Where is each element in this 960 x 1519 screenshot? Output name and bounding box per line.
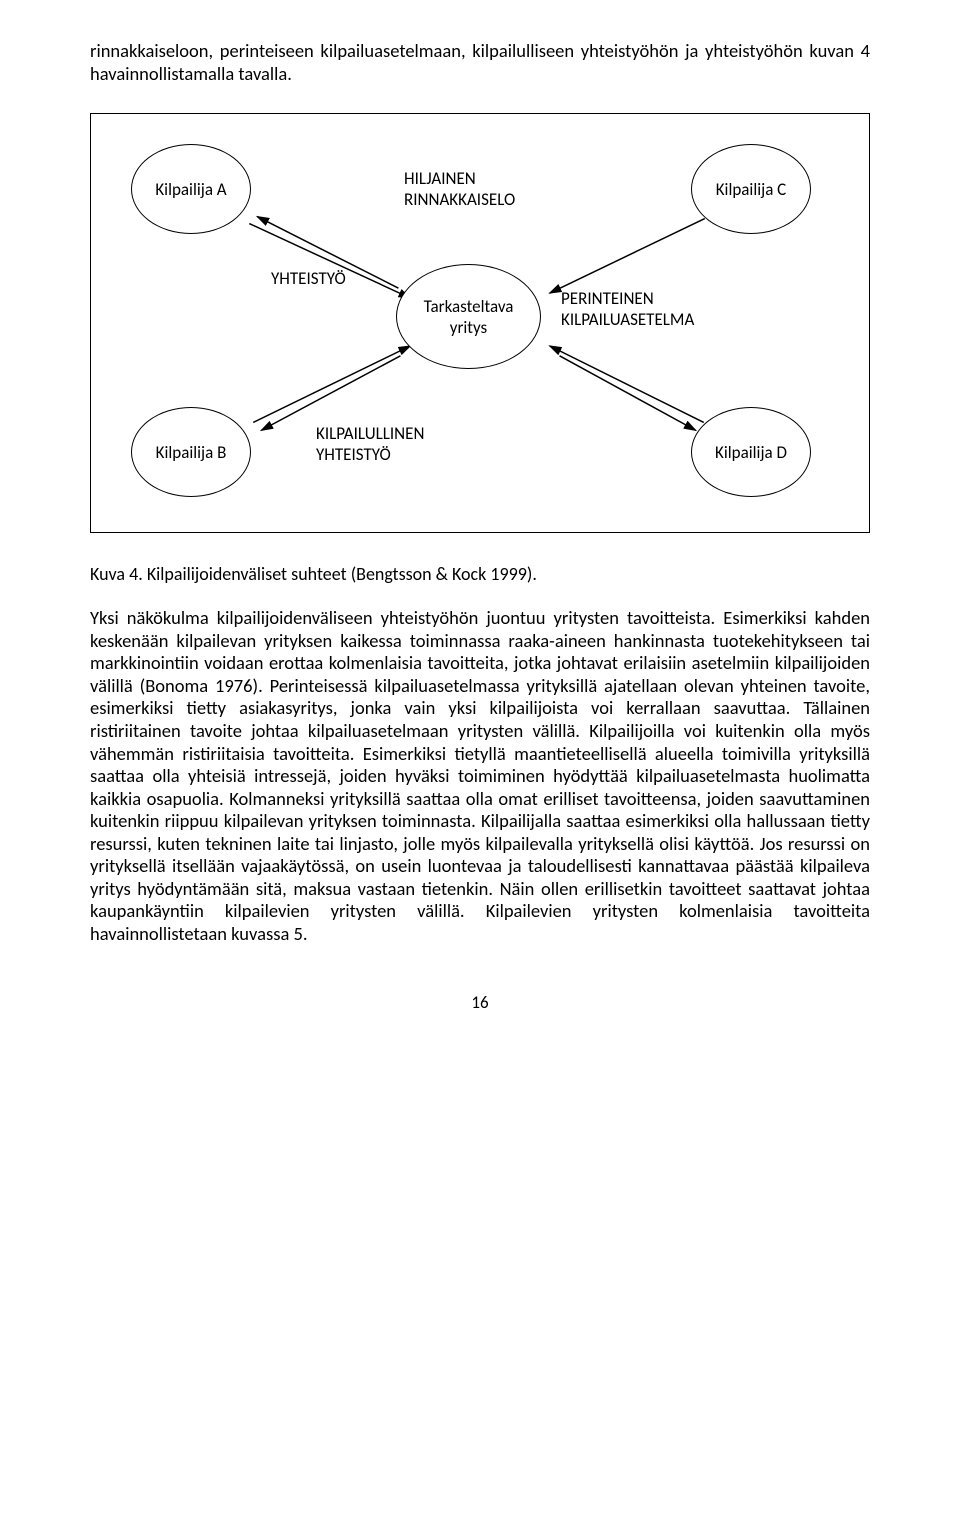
- node-kilpailija-c: Kilpailija C: [691, 144, 811, 234]
- node-a-label: Kilpailija A: [155, 179, 226, 200]
- label-right: PERINTEINEN KILPAILUASETELMA: [561, 289, 694, 330]
- page-container: rinnakkaiseloon, perinteiseen kilpailuas…: [0, 0, 960, 1053]
- node-b-label: Kilpailija B: [156, 442, 227, 463]
- diagram-inner: Kilpailija A Kilpailija C Tarkasteltava …: [121, 139, 839, 502]
- node-kilpailija-a: Kilpailija A: [131, 144, 251, 234]
- diagram-frame: Kilpailija A Kilpailija C Tarkasteltava …: [90, 113, 870, 533]
- node-center-label: Tarkasteltava yritys: [424, 296, 514, 338]
- label-bottom: KILPAILULLINEN YHTEISTYÖ: [316, 424, 424, 465]
- label-top: HILJAINEN RINNAKKAISELO: [404, 169, 515, 210]
- node-center: Tarkasteltava yritys: [396, 264, 541, 369]
- body-paragraph: Yksi näkökulma kilpailijoidenväliseen yh…: [90, 607, 870, 945]
- node-d-label: Kilpailija D: [715, 442, 787, 463]
- node-kilpailija-b: Kilpailija B: [131, 407, 251, 497]
- label-left: YHTEISTYÖ: [271, 269, 346, 289]
- node-c-label: Kilpailija C: [716, 179, 787, 200]
- intro-paragraph: rinnakkaiseloon, perinteiseen kilpailuas…: [90, 40, 870, 85]
- node-kilpailija-d: Kilpailija D: [691, 407, 811, 497]
- figure-caption: Kuva 4. Kilpailijoidenväliset suhteet (B…: [90, 563, 870, 585]
- page-number: 16: [90, 992, 870, 1013]
